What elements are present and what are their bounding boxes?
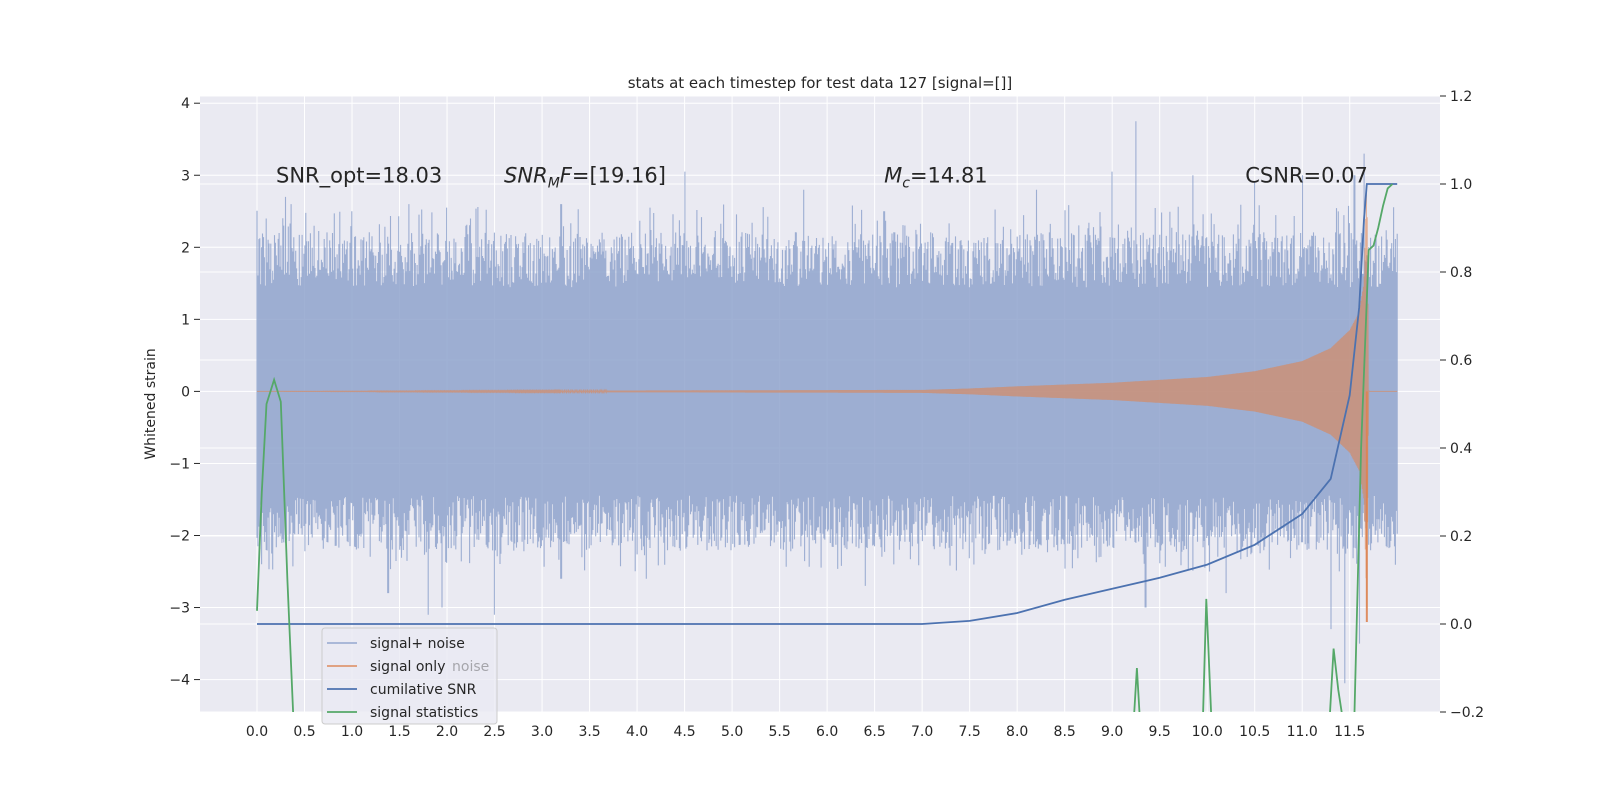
legend-label: cumilative SNR [370, 682, 477, 698]
y-right-tick-label: 0.4 [1450, 441, 1472, 457]
x-tick-label: 1.0 [341, 724, 363, 740]
x-tick-label: 1.5 [388, 724, 410, 740]
y-axis-label: Whitened strain [143, 348, 159, 459]
legend-label: signal statistics [370, 705, 478, 721]
x-tick-label: 6.0 [816, 724, 838, 740]
y-left-tick-label: −2 [169, 528, 190, 544]
x-tick-label: 3.0 [531, 724, 553, 740]
y-right-tick-label: 0.0 [1450, 617, 1472, 633]
y-left-tick-label: −3 [169, 601, 190, 617]
x-tick-label: 2.5 [483, 724, 505, 740]
x-tick-label: 10.5 [1239, 724, 1270, 740]
x-tick-label: 11.0 [1287, 724, 1318, 740]
y-left-tick-label: −1 [169, 456, 190, 472]
series-layer [256, 121, 1398, 712]
x-tick-label: 8.5 [1054, 724, 1076, 740]
chart-title: stats at each timestep for test data 127… [628, 74, 1013, 92]
x-tick-label: 8.0 [1006, 724, 1028, 740]
annotations: SNR_opt=18.03 SNRMF=[19.16] Mc=14.81 CSNR=0… [276, 163, 1368, 191]
annotation-snr-mf: SNRMF=[19.16] [504, 163, 666, 191]
x-tick-label: 4.5 [673, 724, 695, 740]
series-signal-only [257, 190, 1398, 608]
y-right-tick-label: 1.2 [1450, 89, 1472, 105]
x-tick-label: 7.0 [911, 724, 933, 740]
x-tick-label: 5.0 [721, 724, 743, 740]
x-tick-label: 4.0 [626, 724, 648, 740]
legend: signal+ noise signal only cumilative SNR si… [321, 627, 498, 725]
legend-label: signal+ noise [370, 636, 465, 652]
x-tick-label: 2.0 [436, 724, 458, 740]
series-signal-statistics [256, 183, 1394, 712]
x-tick-label: 6.5 [864, 724, 886, 740]
x-tick-label: 0.0 [246, 724, 268, 740]
y-left-tick-label: −4 [169, 673, 190, 689]
x-tick-label: 11.5 [1334, 724, 1365, 740]
x-tick-label: 0.5 [293, 724, 315, 740]
legend-ghost-label: noise [452, 659, 489, 675]
x-tick-label: 5.5 [768, 724, 790, 740]
x-tick-label: 3.5 [578, 724, 600, 740]
y-left-tick-label: 0 [181, 384, 190, 400]
annotation-snr-opt: SNR_opt=18.03 [276, 163, 442, 188]
legend-label: signal only [370, 659, 445, 675]
y-right-tick-label: 0.6 [1450, 353, 1472, 369]
y-left-tick-label: 4 [181, 96, 190, 112]
y-right-tick-label: 0.8 [1450, 265, 1472, 281]
y-right-tick-label: 1.0 [1450, 177, 1472, 193]
x-tick-label: 9.5 [1149, 724, 1171, 740]
y-right-tick-label: −0.2 [1450, 705, 1484, 721]
y-right-tick-label: 0.2 [1450, 529, 1472, 545]
axes: 0.0 0.5 1.0 1.5 2.0 2.5 3.0 3.5 4.0 4.5 5.0 5.5 6.0 6… [169, 89, 1484, 740]
x-tick-label: 10.0 [1192, 724, 1223, 740]
annotation-chirp-mass: Mc=14.81 [884, 163, 988, 191]
legend-box [321, 627, 498, 725]
annotation-csnr: CSNR=0.07 [1245, 163, 1368, 187]
y-left-tick-label: 3 [181, 168, 190, 184]
y-left-tick-label: 2 [181, 240, 190, 256]
x-tick-label: 9.0 [1101, 724, 1123, 740]
y-left-tick-label: 1 [181, 312, 190, 328]
x-tick-label: 7.5 [959, 724, 981, 740]
series-cumulative-snr [257, 183, 1398, 625]
